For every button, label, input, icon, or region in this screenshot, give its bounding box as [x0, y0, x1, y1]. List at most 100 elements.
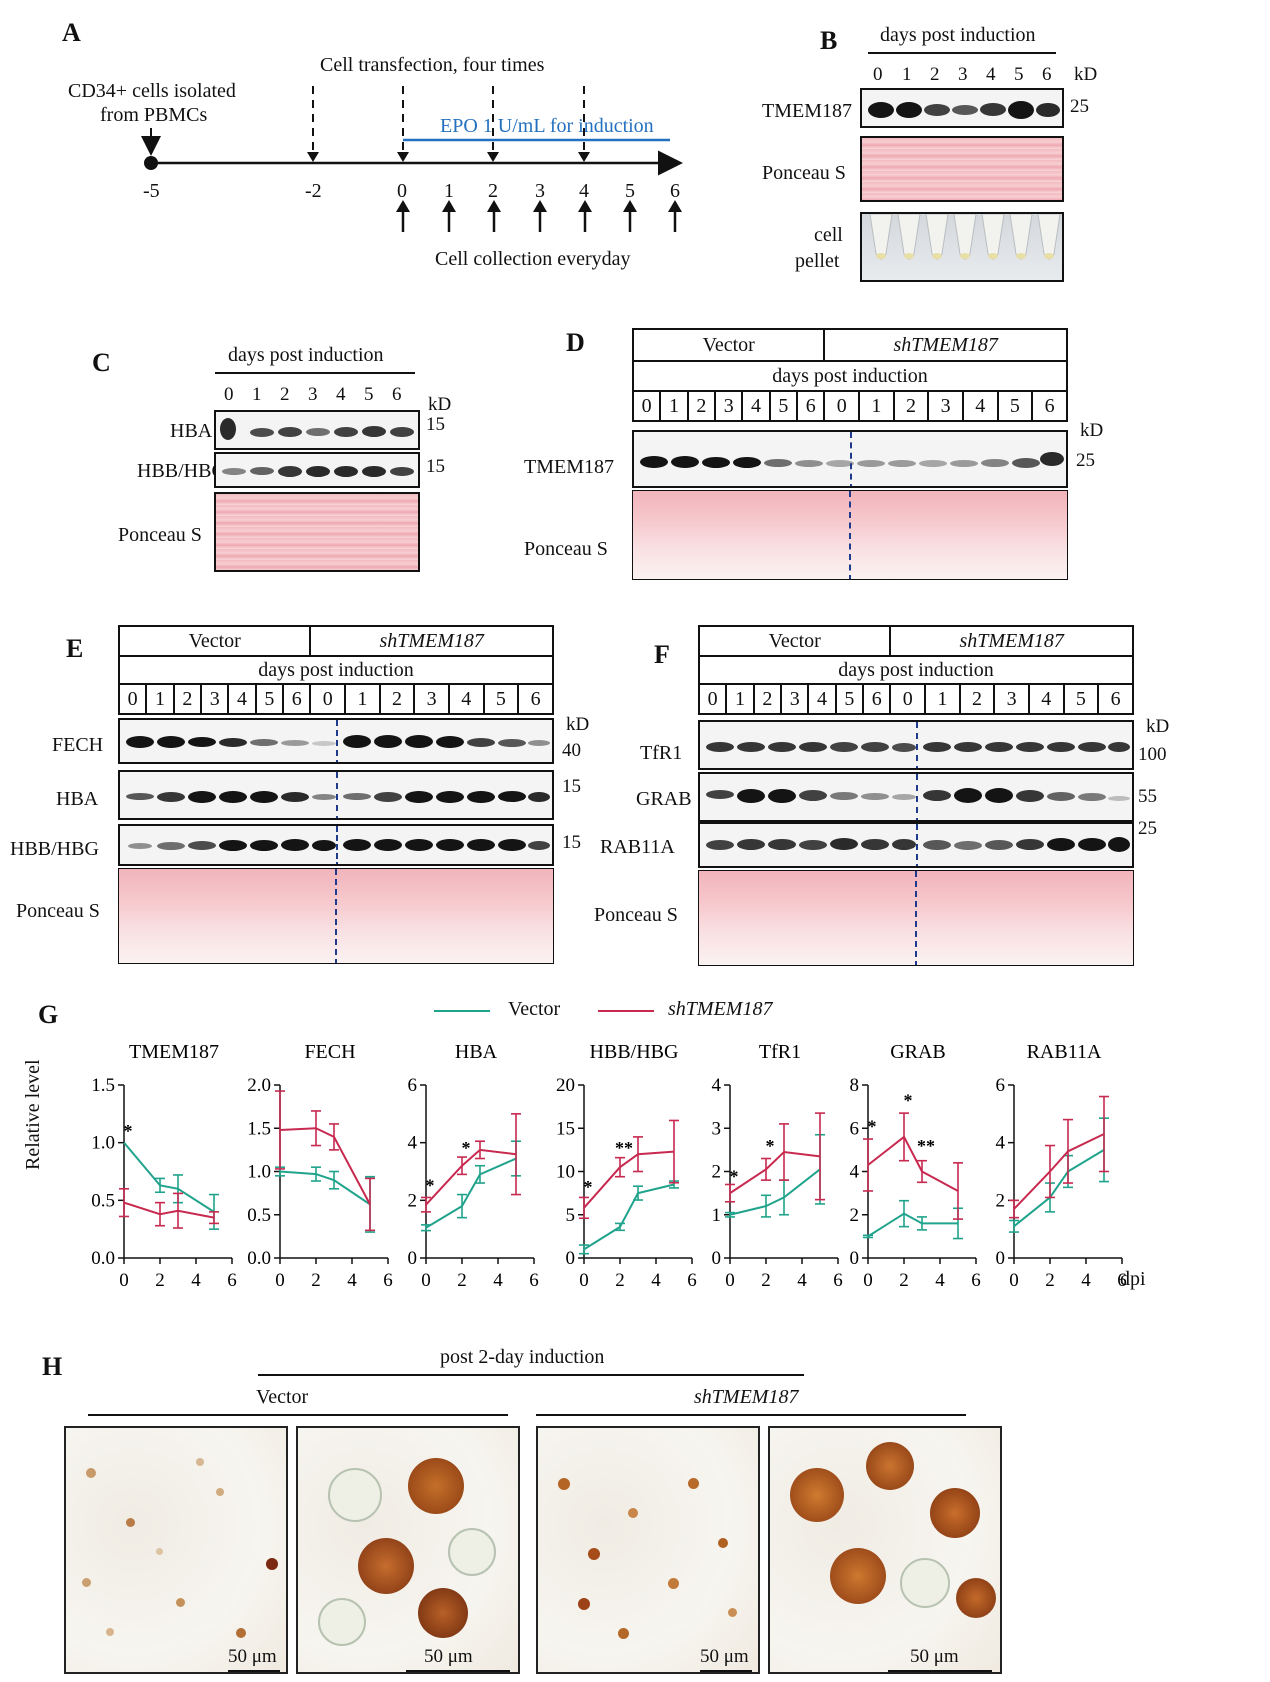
b-day-5: 5 — [1014, 64, 1024, 85]
significance-mark: * — [584, 1177, 593, 1197]
e-hbb-blot — [118, 824, 554, 866]
f-kd-25: 25 — [1138, 818, 1157, 839]
c-kd-label: kD — [428, 394, 452, 415]
f-rab-blot — [698, 822, 1134, 868]
b-pellet-label: pellet — [795, 250, 840, 272]
c-dpi-label: days post induction — [228, 344, 384, 366]
f-day: 0 — [889, 683, 927, 715]
significance-mark: ** — [917, 1136, 935, 1156]
x-tick-label: 2 — [155, 1270, 165, 1291]
panel-letter-a: A — [62, 18, 81, 47]
x-tick-label: 6 — [833, 1270, 843, 1291]
f-day: 4 — [1027, 683, 1065, 715]
b-pellet-photo — [860, 212, 1064, 282]
d-day: 4 — [961, 390, 999, 422]
c-hbb-blot — [214, 452, 420, 488]
pbmc-label: from PBMCs — [100, 104, 208, 126]
b-dpi-label: days post induction — [880, 24, 1036, 46]
b-cell-label: cell — [814, 224, 843, 246]
f-ponceau-blot — [698, 870, 1134, 966]
f-sh-header: shTMEM187 — [889, 625, 1134, 657]
significance-mark: * — [462, 1138, 471, 1158]
e-hba-label: HBA — [56, 788, 99, 810]
significance-mark: * — [766, 1136, 775, 1156]
c-kd-15b: 15 — [426, 456, 445, 477]
panel-letter-d: D — [566, 328, 585, 357]
chart-title: RAB11A — [1027, 1041, 1102, 1063]
chart-title: TfR1 — [759, 1041, 801, 1063]
e-fech-blot — [118, 718, 554, 764]
series-line-sh — [867, 1135, 959, 1192]
c-day-1: 1 — [252, 384, 262, 405]
f-day: 6 — [1097, 683, 1134, 715]
d-ponceau-blot — [632, 490, 1068, 580]
c-day-0: 0 — [224, 384, 234, 405]
chart-title: HBA — [455, 1041, 498, 1063]
y-tick-label: 4 — [408, 1133, 418, 1154]
c-day-5: 5 — [364, 384, 374, 405]
e-day: 5 — [254, 683, 285, 715]
y-tick-label: 4 — [850, 1162, 860, 1183]
e-dpi-label: days post induction — [118, 655, 554, 685]
legend-sh-swatch — [598, 1010, 654, 1012]
x-tick-label: 2 — [1045, 1270, 1055, 1291]
d-day: 2 — [892, 390, 930, 422]
h-scale-2: 50 μm — [424, 1646, 473, 1667]
y-tick-label: 0 — [408, 1248, 418, 1269]
b-ponceau-label: Ponceau S — [762, 162, 846, 184]
y-tick-label: 0 — [566, 1248, 576, 1269]
d-vector-header: Vector — [631, 328, 826, 362]
c-ponceau-label: Ponceau S — [118, 524, 202, 546]
f-grab-label: GRAB — [636, 788, 692, 810]
x-tick-label: 6 — [227, 1270, 237, 1291]
e-day: 4 — [447, 683, 485, 715]
h-scale-3: 50 μm — [700, 1646, 749, 1667]
b-day-1: 1 — [902, 64, 912, 85]
tick-4: 4 — [579, 180, 589, 202]
x-tick-label: 2 — [761, 1270, 771, 1291]
f-tfr1-label: TfR1 — [640, 742, 683, 764]
d-kd-25: 25 — [1076, 450, 1095, 471]
c-ponceau-blot — [214, 492, 420, 572]
g-xunit: dpi — [1120, 1268, 1146, 1290]
h-scale-1: 50 μm — [228, 1646, 277, 1667]
f-day: 2 — [958, 683, 996, 715]
tick-minus2: -2 — [305, 180, 322, 202]
e-day: 2 — [378, 683, 416, 715]
h-vector-line — [88, 1414, 508, 1416]
d-day: 1 — [659, 390, 689, 422]
y-tick-label: 0.0 — [91, 1248, 115, 1269]
series-line-vector — [279, 1170, 371, 1206]
e-kd-40: 40 — [562, 740, 581, 761]
series-line-vector — [1013, 1149, 1105, 1228]
b-tmem-label: TMEM187 — [762, 100, 852, 122]
tick-1: 1 — [444, 180, 454, 202]
panel-letter-b: B — [820, 26, 838, 55]
h-header-line — [258, 1374, 804, 1376]
y-tick-label: 8 — [850, 1075, 860, 1096]
b-kd-25: 25 — [1070, 96, 1089, 117]
panel-letter-e: E — [66, 634, 84, 663]
e-day: 3 — [413, 683, 450, 715]
d-day: 3 — [714, 390, 744, 422]
y-tick-label: 6 — [408, 1075, 418, 1096]
micrograph-sh-low: 50 μm — [536, 1426, 760, 1674]
y-tick-label: 1.5 — [247, 1118, 271, 1139]
f-kd-55: 55 — [1138, 786, 1157, 807]
e-vector-header: Vector — [117, 625, 312, 657]
c-day-2: 2 — [280, 384, 290, 405]
y-tick-label: 1.0 — [247, 1162, 271, 1183]
e-day: 2 — [172, 683, 203, 715]
y-tick-label: 1.5 — [91, 1075, 115, 1096]
d-tmem-label: TMEM187 — [524, 456, 614, 478]
h-scalebar-1 — [228, 1670, 280, 1672]
f-day: 5 — [1062, 683, 1100, 715]
y-tick-label: 6 — [850, 1118, 860, 1139]
series-line-vector — [729, 1168, 821, 1216]
y-tick-label: 10 — [556, 1162, 575, 1183]
f-grab-blot — [698, 772, 1134, 822]
panel-g-charts: TMEM187 0.0 0.5 1.0 1.5 0 2 4 6 * FECH 0.0 0.5 1.0 1.5… — [91, 1041, 1127, 1291]
tick-3: 3 — [535, 180, 545, 202]
y-tick-label: 1 — [712, 1205, 722, 1226]
